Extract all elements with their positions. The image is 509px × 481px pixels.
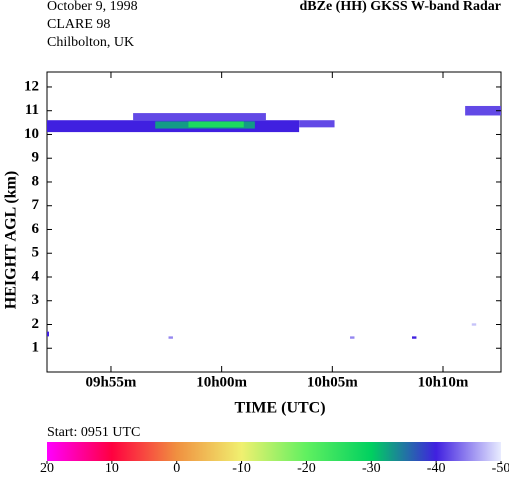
- x-tick-label: 09h55m: [86, 374, 137, 390]
- y-tick-label: 4: [32, 268, 40, 284]
- echo-cell: [188, 121, 244, 128]
- chart-title: dBZe (HH) GKSS W-band Radar: [300, 0, 502, 14]
- y-axis-title: HEIGHT AGL (km): [3, 171, 20, 309]
- y-tick-label: 11: [25, 102, 39, 118]
- colorbar-tick-label: -10: [232, 461, 251, 476]
- echo-cell: [471, 323, 477, 326]
- x-axis-title: TIME (UTC): [234, 400, 325, 417]
- echo-cell: [350, 336, 355, 339]
- echo-cell: [465, 105, 501, 116]
- y-tick-label: 1: [32, 340, 40, 356]
- echo-cell: [412, 336, 417, 339]
- y-tick-label: 6: [32, 221, 40, 237]
- header-line: October 9, 1998: [47, 0, 138, 14]
- x-tick-label: 10h10m: [418, 374, 469, 390]
- colorbar-tick-label: 0: [173, 461, 180, 476]
- x-tick-label: 10h05m: [307, 374, 358, 390]
- header-line: CLARE 98: [47, 17, 110, 32]
- y-tick-label: 8: [32, 173, 40, 189]
- y-tick-label: 2: [32, 316, 40, 332]
- colorbar-tick-label: 20: [40, 461, 54, 476]
- y-tick-label: 7: [32, 197, 40, 213]
- y-tick-label: 3: [32, 292, 40, 308]
- y-tick-label: 9: [32, 150, 40, 166]
- echo-cell: [299, 120, 335, 128]
- colorbar-tick-label: -30: [362, 461, 381, 476]
- y-tick-label: 12: [24, 78, 39, 94]
- colorbar-tick-label: -20: [297, 461, 316, 476]
- echo-cell: [168, 336, 173, 339]
- colorbar-tick-label: 10: [105, 461, 119, 476]
- y-tick-label: 5: [32, 245, 40, 261]
- plot-frame: [46, 71, 502, 373]
- x-tick-label: 10h00m: [196, 374, 247, 390]
- echo-cell: [133, 113, 266, 121]
- header-line: Chilbolton, UK: [47, 35, 134, 50]
- echo-cell: [47, 331, 49, 337]
- colorbar-tick-label: -50: [492, 461, 509, 476]
- colorbar-tick-label: -40: [427, 461, 446, 476]
- start-label: Start: 0951 UTC: [47, 425, 140, 440]
- colorbar: [47, 442, 501, 461]
- y-tick-label: 10: [24, 126, 39, 142]
